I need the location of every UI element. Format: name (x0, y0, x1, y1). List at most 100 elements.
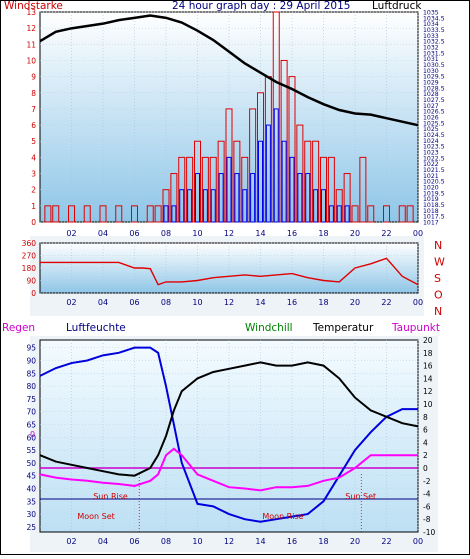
left-tick-label: 65 (26, 420, 36, 429)
x-tick-label: 08 (161, 298, 171, 307)
sun-rise-label: Sun Rise (93, 492, 128, 501)
gust-bar (344, 205, 350, 223)
luftfeuchte-label: Luftfeuchte (66, 322, 126, 334)
right-tick-label: 1034 (423, 21, 439, 28)
right-tick-label: -2 (423, 477, 431, 486)
windchill-label: Windchill (245, 322, 293, 334)
direction-tick-label: N (434, 239, 442, 252)
direction-tick-label: W (434, 256, 445, 269)
right-tick-label: 1027 (423, 103, 439, 110)
left-tick-label: 180 (22, 264, 37, 273)
gust-bar (202, 189, 208, 223)
right-tick-label: 1030.5 (423, 62, 445, 69)
right-tick-label: 1018.5 (423, 202, 445, 209)
x-tick-label: 04 (98, 298, 108, 307)
right-tick-label: 1030 (423, 68, 439, 75)
left-tick-label: 50 (26, 459, 36, 468)
right-tick-label: 1031.5 (423, 50, 445, 57)
right-tick-label: 1023.5 (423, 144, 445, 151)
gust-bar (281, 140, 287, 223)
gust-bar (242, 189, 248, 223)
right-tick-label: 1018 (423, 208, 439, 215)
gust-bar (218, 173, 224, 223)
left-tick-label: 1 (31, 202, 36, 211)
x-tick-label: 16 (287, 298, 297, 307)
right-tick-label: 1033 (423, 33, 439, 40)
wind-bar (83, 205, 91, 223)
gust-bar (265, 124, 271, 223)
right-tick-label: 18 (423, 349, 433, 358)
x-tick-label: 12 (224, 229, 234, 238)
taupunkt-label: Taupunkt (391, 322, 440, 334)
gust-bar (179, 189, 185, 223)
left-tick-label: 13 (26, 8, 36, 17)
right-tick-label: 1022 (423, 161, 439, 168)
wind-bar (406, 205, 414, 223)
right-tick-label: 1035 (423, 10, 439, 17)
left-tick-label: 30 (26, 510, 36, 519)
right-tick-label: 14 (423, 374, 433, 383)
right-tick-label: 20 (423, 336, 433, 345)
direction-line (40, 257, 419, 286)
right-tick-label: 1026.5 (423, 109, 445, 116)
gust-bar (234, 173, 240, 223)
right-tick-label: 1019 (423, 196, 439, 203)
wind-bar (359, 156, 367, 223)
wind-bar (154, 205, 162, 223)
humidity-line (39, 346, 418, 523)
right-tick-label: 6 (423, 426, 428, 435)
x-tick-label: 02 (66, 229, 76, 238)
gust-bar (289, 156, 295, 223)
x-tick-label: 10 (192, 537, 202, 546)
right-tick-label: 1031 (423, 56, 439, 63)
left-tick-label: 270 (22, 252, 37, 261)
left-tick-label: 4 (31, 153, 36, 162)
gust-bar (195, 173, 200, 223)
x-tick-label: 16 (287, 537, 297, 546)
right-tick-label: 1022.5 (423, 155, 445, 162)
right-tick-label: 1023 (423, 150, 439, 157)
right-tick-label: -8 (423, 515, 431, 524)
left-tick-label: 360 (22, 239, 37, 248)
right-tick-label: 1027.5 (423, 97, 445, 104)
left-tick-label: 11 (26, 40, 36, 49)
left-tick-label: 12 (26, 24, 36, 33)
right-tick-label: 1032 (423, 45, 439, 52)
left-tick-label: 75 (26, 395, 36, 404)
x-tick-label: 00 (413, 537, 423, 546)
sun-set-label: Sun Set (345, 492, 376, 501)
right-tick-label: 1024.5 (423, 132, 445, 139)
rain-zero-label: 0 (30, 430, 35, 439)
left-tick-label: 5 (31, 137, 36, 146)
left-tick-label: 80 (26, 382, 36, 391)
right-tick-label: -6 (423, 502, 431, 511)
regen-label: Regen (2, 322, 35, 334)
gust-bar (250, 173, 256, 223)
right-tick-label: 0 (423, 464, 428, 473)
x-tick-label: 10 (192, 229, 202, 238)
left-tick-label: 7 (31, 105, 36, 114)
gust-bar (336, 205, 342, 223)
right-tick-label: 2 (423, 451, 428, 460)
right-tick-label: 1032.5 (423, 39, 445, 46)
x-tick-label: 10 (192, 298, 202, 307)
right-tick-label: -4 (423, 490, 431, 499)
gust-bar (305, 173, 311, 223)
left-tick-label: 10 (26, 56, 36, 65)
x-tick-label: 18 (318, 537, 328, 546)
wind-bar (115, 205, 123, 223)
temperature-line (39, 361, 419, 477)
wind-bar (68, 205, 75, 223)
right-tick-label: 4 (423, 438, 428, 447)
x-tick-label: 14 (255, 229, 265, 238)
temperatur-label: Temperatur (312, 322, 374, 334)
left-tick-label: 3 (31, 170, 36, 179)
direction-tick-label: N (434, 305, 442, 318)
left-tick-label: 40 (26, 484, 36, 493)
wind-bar (383, 205, 390, 223)
gust-bar (171, 205, 177, 223)
x-tick-label: 18 (318, 229, 328, 238)
right-tick-label: 1025 (423, 126, 439, 133)
left-tick-label: 85 (26, 369, 36, 378)
